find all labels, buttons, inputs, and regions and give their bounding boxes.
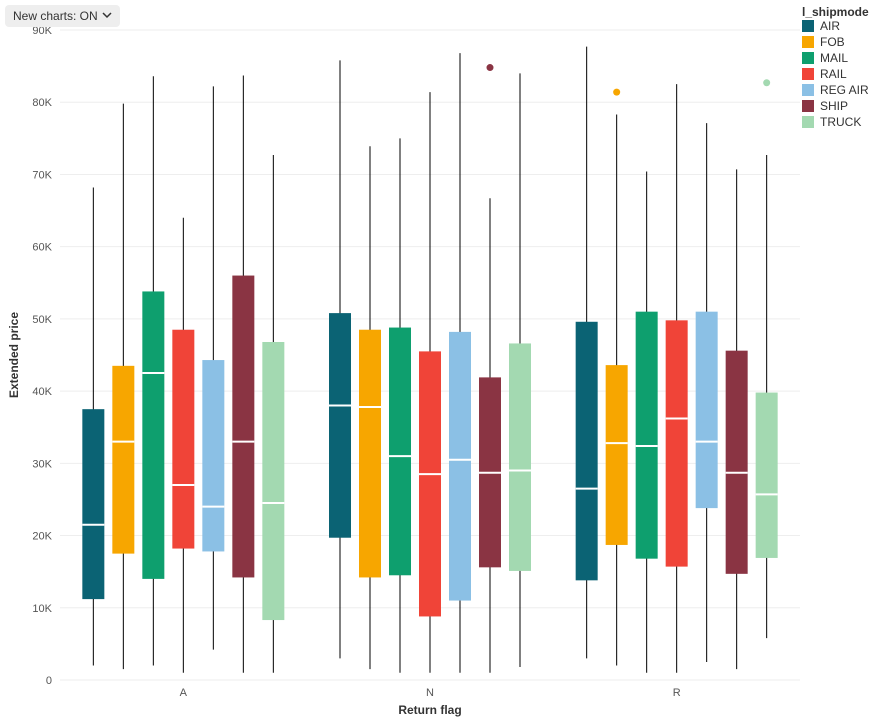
box[interactable] <box>202 360 224 551</box>
boxplot-chart: 010K20K30K40K50K60K70K80K90KExtended pri… <box>0 0 892 722</box>
legend-label: RAIL <box>820 67 847 81</box>
y-tick-label: 10K <box>32 603 52 615</box>
box[interactable] <box>576 322 598 581</box>
legend-swatch <box>802 52 814 64</box>
box[interactable] <box>509 343 531 571</box>
legend-swatch <box>802 84 814 96</box>
outlier-point[interactable] <box>613 89 620 96</box>
legend-label: AIR <box>820 19 840 33</box>
y-tick-label: 70K <box>32 169 52 181</box>
legend-item[interactable]: REG AIR <box>802 83 882 97</box>
box[interactable] <box>142 291 164 578</box>
box[interactable] <box>232 276 254 578</box>
y-tick-label: 40K <box>32 386 52 398</box>
outlier-point[interactable] <box>763 79 770 86</box>
legend-swatch <box>802 20 814 32</box>
box[interactable] <box>606 365 628 545</box>
legend-swatch <box>802 100 814 112</box>
box[interactable] <box>359 330 381 578</box>
chevron-down-icon <box>102 9 112 23</box>
legend-item[interactable]: AIR <box>802 19 882 33</box>
y-tick-label: 20K <box>32 531 52 543</box>
legend-swatch <box>802 36 814 48</box>
box[interactable] <box>82 409 104 599</box>
box[interactable] <box>419 351 441 616</box>
x-tick-label: R <box>673 687 681 699</box>
new-charts-label: New charts: ON <box>13 9 98 23</box>
legend-item[interactable]: TRUCK <box>802 115 882 129</box>
legend-label: MAIL <box>820 51 848 65</box>
box[interactable] <box>726 351 748 574</box>
y-tick-label: 0 <box>46 675 52 687</box>
box[interactable] <box>112 366 134 554</box>
box[interactable] <box>696 312 718 508</box>
y-axis-label: Extended price <box>7 312 21 398</box>
box[interactable] <box>666 320 688 566</box>
x-tick-label: N <box>426 687 434 699</box>
legend-swatch <box>802 68 814 80</box>
y-tick-label: 80K <box>32 97 52 109</box>
box[interactable] <box>389 328 411 576</box>
box[interactable] <box>329 313 351 538</box>
y-tick-label: 60K <box>32 242 52 254</box>
box[interactable] <box>756 393 778 558</box>
legend-item[interactable]: FOB <box>802 35 882 49</box>
box[interactable] <box>172 330 194 549</box>
y-tick-label: 30K <box>32 458 52 470</box>
legend-item[interactable]: MAIL <box>802 51 882 65</box>
legend: l_shipmode AIR FOB MAIL RAIL REG AIR SHIP TRUC… <box>802 5 882 131</box>
legend-label: REG AIR <box>820 83 869 97</box>
legend-label: SHIP <box>820 99 848 113</box>
new-charts-toggle[interactable]: New charts: ON <box>5 5 120 27</box>
legend-label: TRUCK <box>820 115 861 129</box>
box[interactable] <box>262 342 284 620</box>
legend-label: FOB <box>820 35 845 49</box>
x-tick-label: A <box>180 687 188 699</box>
box[interactable] <box>636 312 658 559</box>
legend-item[interactable]: RAIL <box>802 67 882 81</box>
legend-title: l_shipmode <box>802 5 882 19</box>
legend-item[interactable]: SHIP <box>802 99 882 113</box>
x-axis-label: Return flag <box>398 703 461 717</box>
y-tick-label: 50K <box>32 314 52 326</box>
legend-swatch <box>802 116 814 128</box>
outlier-point[interactable] <box>487 64 494 71</box>
box[interactable] <box>449 332 471 601</box>
